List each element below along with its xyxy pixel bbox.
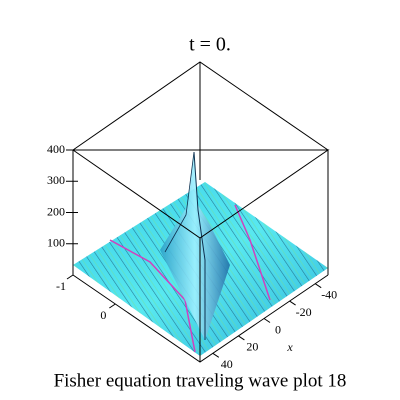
z-tick-label: 100 [47,236,65,250]
caption: Fisher equation traveling wave plot 18 [54,370,347,391]
z-tick-label: 300 [47,173,65,187]
x-tick [212,352,220,358]
box-back [72,61,329,180]
y-tick [109,303,116,309]
z-tick-label: 400 [47,142,65,156]
x-tick-label: -40 [321,287,337,301]
x-tick [238,335,245,341]
y-tick-label: -1 [56,279,66,293]
x-tick-label: 40 [221,357,233,371]
x-tick [314,283,322,289]
x-tick [289,300,296,306]
z-tick-label: 200 [47,204,65,218]
x-tick-label: -20 [296,305,312,319]
x-tick-label: 0 [275,322,281,336]
y-tick-label: 0 [100,308,106,322]
x-tick [263,318,271,323]
chart-title: t = 0. [189,34,231,56]
y-tick [66,274,74,280]
x-axis-label: x [286,340,293,354]
x-tick-label: 20 [246,340,258,354]
